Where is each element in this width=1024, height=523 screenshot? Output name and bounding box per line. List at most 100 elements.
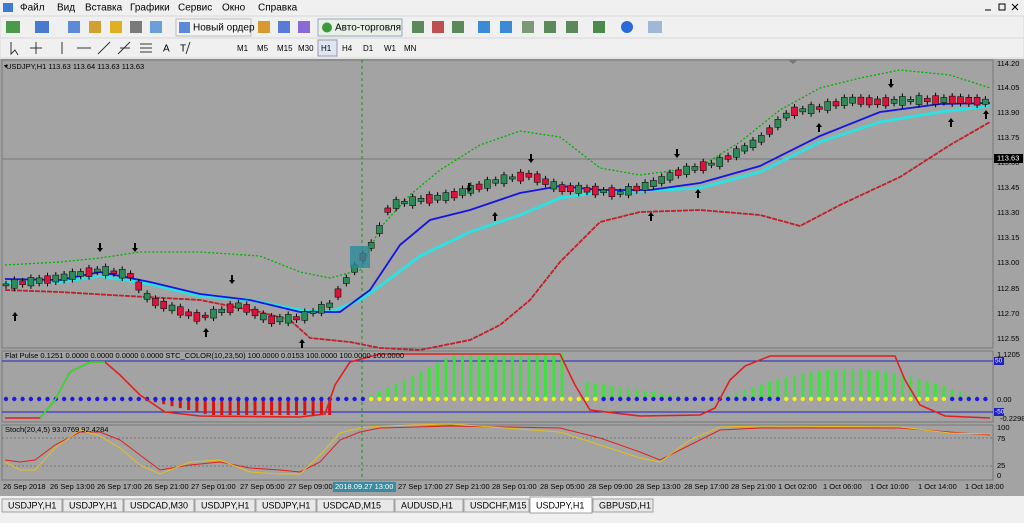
- histogram-bar: [635, 389, 639, 399]
- indicator-axis-label: 25: [997, 461, 1005, 470]
- tab[interactable]: [1, 498, 63, 513]
- signal-dot: [120, 396, 125, 402]
- tab[interactable]: [463, 498, 530, 513]
- candle-body: [434, 194, 441, 201]
- signal-dot: [402, 396, 407, 402]
- signal-dot: [775, 396, 781, 402]
- price-label: 113.00: [997, 258, 1019, 267]
- menu-item[interactable]: Графики: [130, 2, 170, 14]
- histogram-bar: [560, 354, 564, 399]
- active-tab[interactable]: [529, 496, 593, 514]
- signal-dot: [460, 396, 465, 402]
- candle-body: [567, 185, 574, 193]
- menu-item[interactable]: Вид: [57, 3, 75, 14]
- timeframe[interactable]: H4: [342, 44, 353, 53]
- close-button[interactable]: [1011, 3, 1019, 11]
- icon[interactable]: [110, 21, 122, 33]
- icon[interactable]: [621, 21, 633, 33]
- menu-item[interactable]: Файл: [20, 3, 45, 14]
- menu-item[interactable]: Вставка: [85, 3, 123, 14]
- up-arrow: [948, 118, 954, 127]
- histogram-bar: [627, 388, 630, 399]
- candle-body: [417, 198, 425, 202]
- signal-dot: [941, 396, 947, 402]
- tab[interactable]: [194, 498, 256, 513]
- menu-item[interactable]: Сервис: [178, 3, 212, 14]
- up-arrow: [203, 328, 209, 337]
- candle-body: [309, 310, 317, 314]
- chart-header: USDJPY,H1 113.63 113.64 113.63 113.63: [6, 62, 144, 71]
- signal-dot: [510, 396, 515, 402]
- tab[interactable]: [123, 498, 195, 513]
- channel-tool[interactable]: [117, 41, 131, 55]
- candle-body: [915, 95, 923, 105]
- timeframe[interactable]: MN: [404, 44, 417, 53]
- icon[interactable]: [432, 21, 444, 33]
- candle-body: [724, 155, 732, 160]
- histogram-bar: [909, 376, 913, 399]
- tab[interactable]: [592, 498, 654, 513]
- signal-dot: [37, 396, 42, 402]
- candle-body: [558, 184, 566, 192]
- blue-ma: [4, 102, 991, 313]
- timeframe[interactable]: M1: [237, 44, 249, 53]
- crosshair-tool[interactable]: [30, 42, 42, 54]
- timeframe[interactable]: W1: [384, 44, 397, 53]
- icon[interactable]: [500, 21, 512, 33]
- candle-body: [168, 304, 176, 312]
- icon[interactable]: [566, 21, 578, 33]
- menu-item[interactable]: Справка: [258, 3, 298, 14]
- icon: [322, 22, 332, 33]
- signal-dot: [443, 396, 449, 402]
- tab[interactable]: [62, 498, 124, 513]
- timeframe[interactable]: M15: [277, 44, 293, 53]
- timeframe[interactable]: M30: [298, 44, 314, 53]
- candle-body: [226, 303, 234, 313]
- icon[interactable]: [6, 21, 20, 33]
- trendline-tool[interactable]: [97, 41, 111, 55]
- histogram-bar: [386, 387, 390, 399]
- auto-trading-button[interactable]: [317, 18, 403, 37]
- icon[interactable]: [544, 21, 556, 33]
- cursor-tool[interactable]: [10, 42, 19, 56]
- icon[interactable]: [68, 21, 80, 33]
- icon[interactable]: [522, 21, 534, 33]
- candle-body: [658, 176, 665, 184]
- icon[interactable]: [452, 21, 464, 33]
- candle-body: [907, 99, 914, 102]
- icon[interactable]: [412, 21, 424, 33]
- new-order-button[interactable]: [175, 18, 252, 37]
- icon[interactable]: [35, 21, 49, 33]
- icon[interactable]: [258, 21, 270, 33]
- tab[interactable]: [316, 498, 395, 513]
- icon[interactable]: [130, 21, 142, 33]
- menu-item[interactable]: Окно: [222, 3, 246, 14]
- restore-button[interactable]: [998, 3, 1006, 11]
- candle-body: [94, 268, 101, 273]
- up-arrow: [648, 212, 654, 221]
- timeframe[interactable]: D1: [363, 44, 374, 53]
- price-label: 113.30: [997, 208, 1019, 217]
- tab[interactable]: [394, 498, 464, 513]
- upper-band: [4, 69, 991, 279]
- timeframe[interactable]: M5: [257, 44, 269, 53]
- fibo-tool[interactable]: [140, 43, 152, 53]
- label-tool[interactable]: [185, 41, 191, 55]
- icon[interactable]: [593, 21, 605, 33]
- tab-label: USDJPY,H1: [262, 500, 310, 510]
- signal-dot: [261, 396, 266, 402]
- icon[interactable]: [278, 21, 290, 33]
- icon[interactable]: [150, 21, 162, 33]
- icon[interactable]: [478, 21, 490, 33]
- tab[interactable]: [255, 498, 317, 513]
- label-tool[interactable]: T: [180, 44, 186, 55]
- icon[interactable]: [89, 21, 101, 33]
- icon[interactable]: [648, 21, 662, 33]
- signal-dot: [369, 396, 374, 402]
- icon[interactable]: [298, 21, 310, 33]
- text-tool[interactable]: A: [163, 44, 170, 55]
- signal-dot: [659, 396, 664, 402]
- price-label: 114.05: [997, 83, 1019, 92]
- timeframe[interactable]: H1: [321, 44, 332, 53]
- signal-dot: [908, 396, 913, 402]
